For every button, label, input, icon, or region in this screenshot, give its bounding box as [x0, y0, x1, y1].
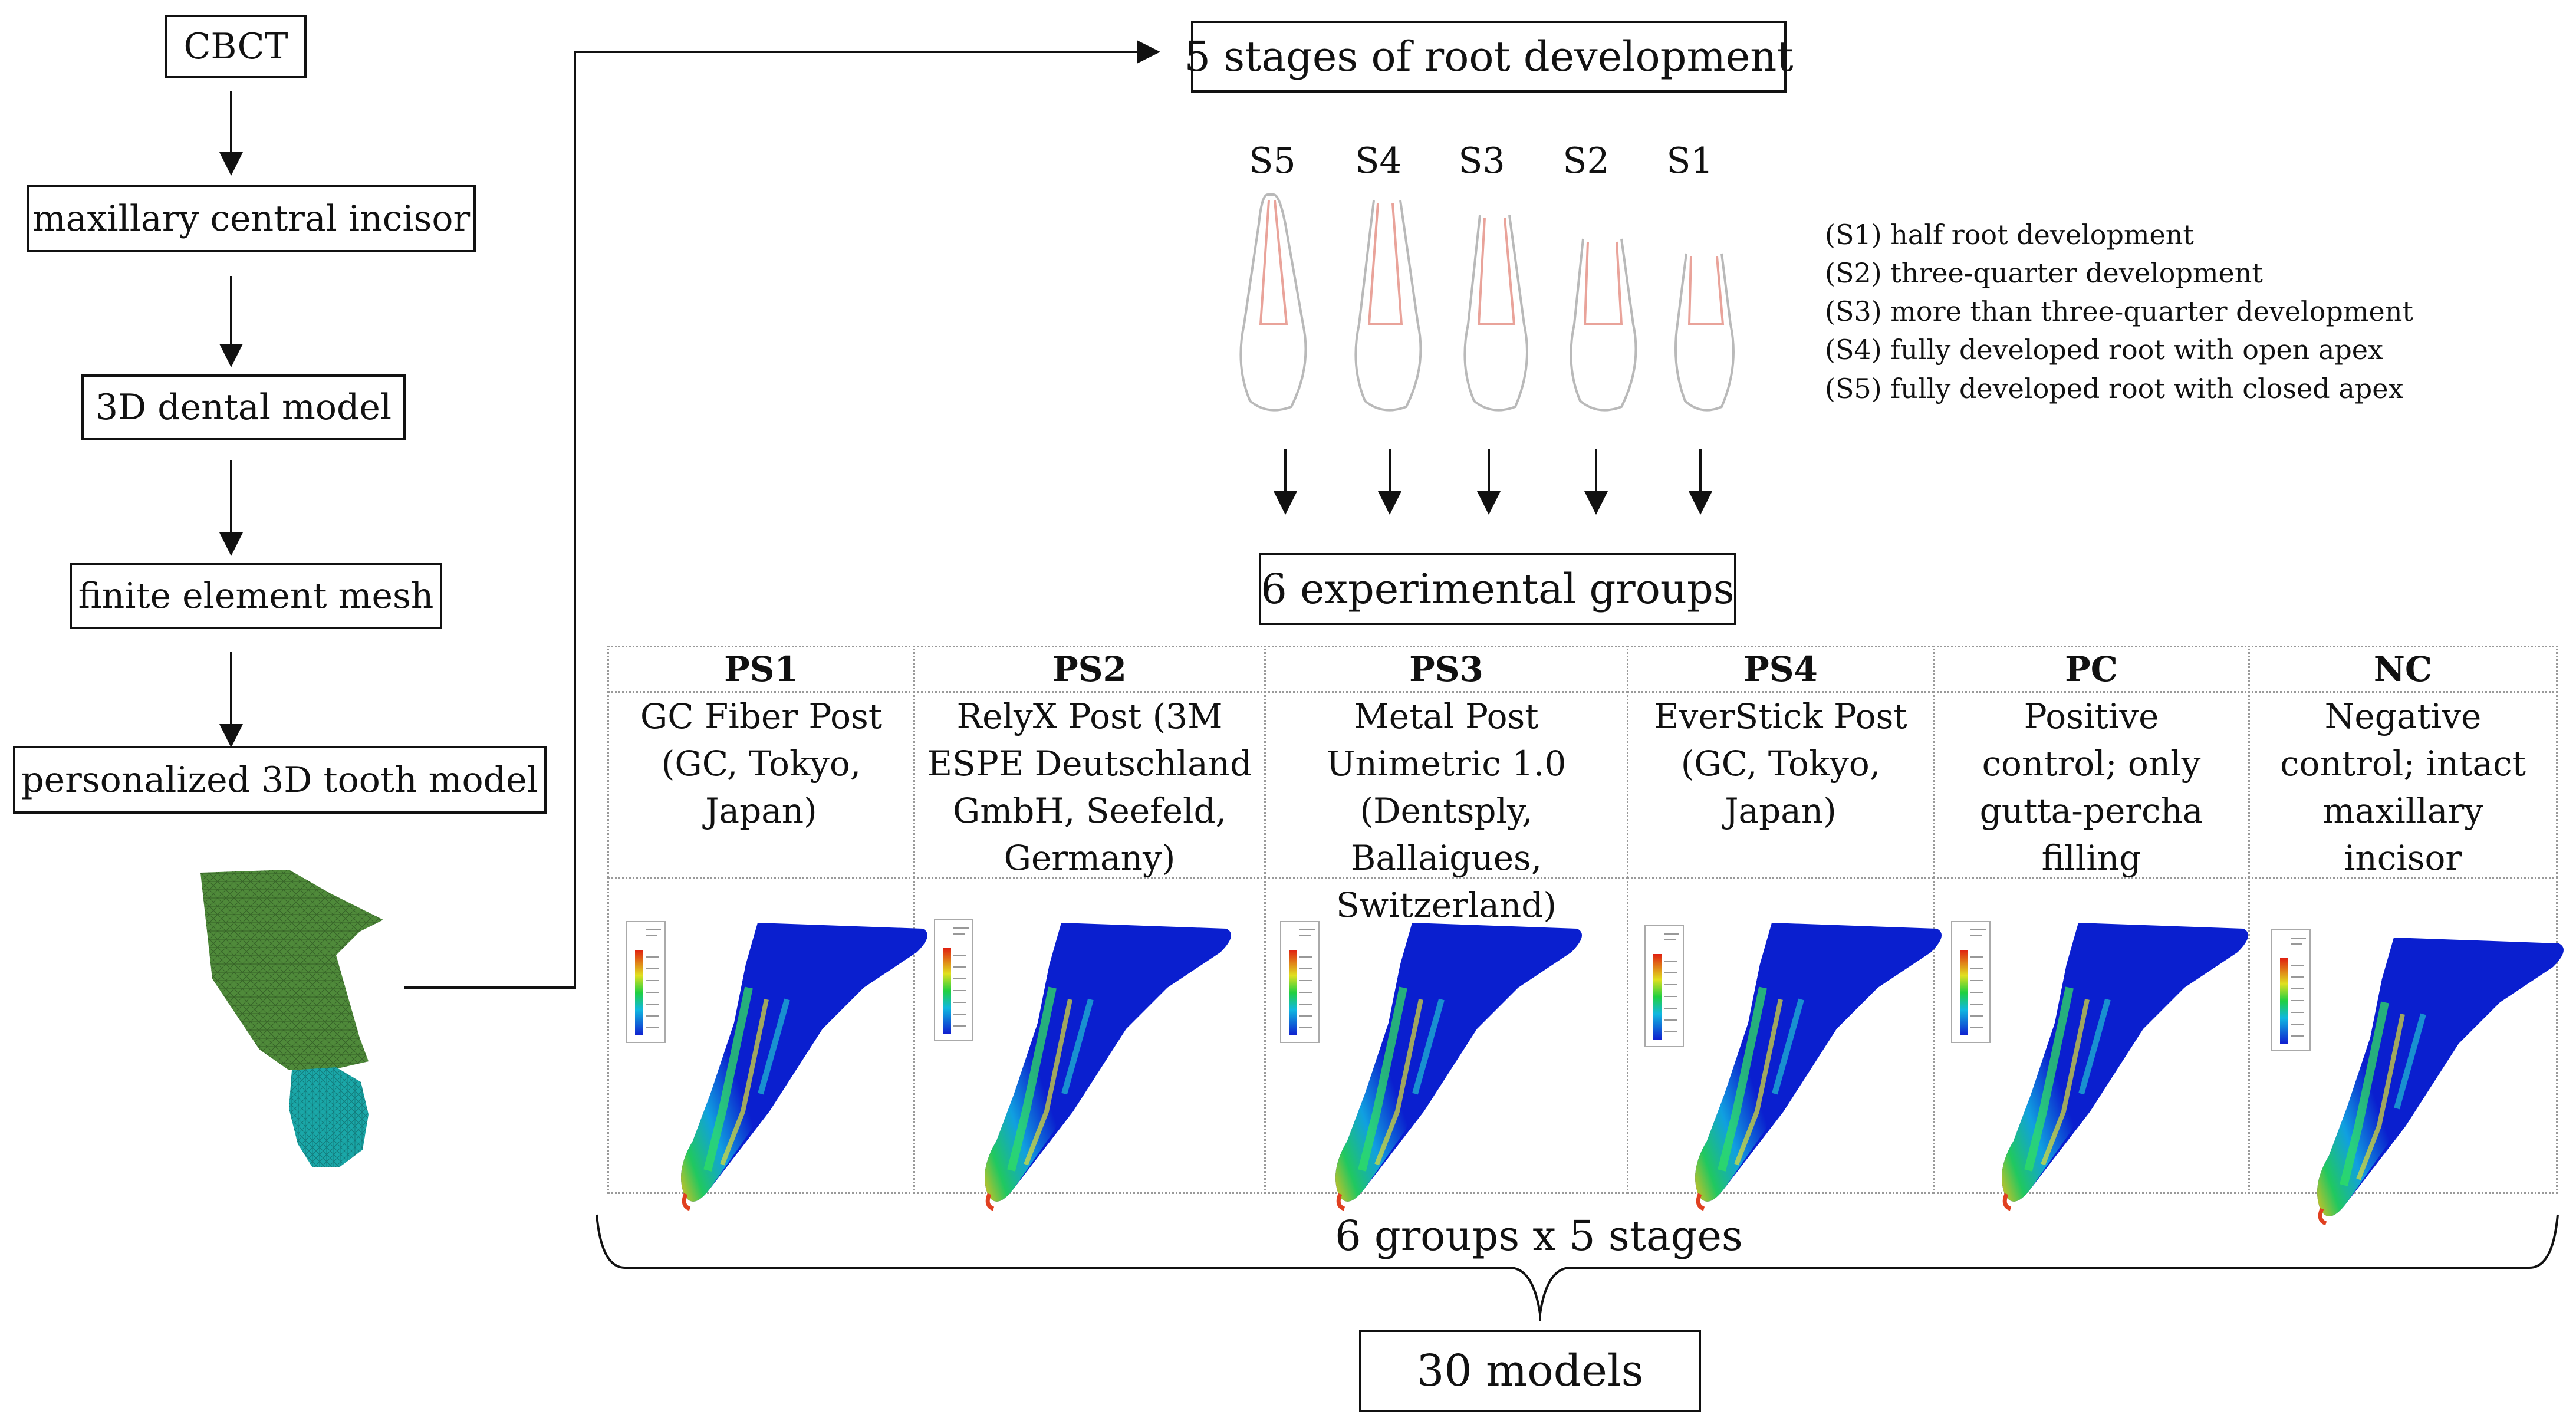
tooth-outline-s1: [1674, 253, 1735, 412]
tooth-mesh-illustration: [200, 870, 383, 1167]
groups-by-stages-caption: 6 groups x 5 stages: [1335, 1212, 1743, 1260]
pipeline-step-cbct: CBCT: [165, 15, 307, 78]
fea-cell-nc: [2248, 877, 2558, 1194]
fea-image-nc: [2271, 929, 2564, 1223]
stage-label-s2: S2: [1562, 140, 1610, 182]
tooth-outline-s3: [1463, 215, 1528, 412]
tooth-outline-s5: [1239, 193, 1307, 412]
root-stage-tooth-outlines: [1239, 193, 1735, 412]
tooth-outline-s4: [1354, 200, 1422, 412]
stage-label-s4: S4: [1355, 140, 1402, 182]
fea-image-ps3: [1280, 922, 1582, 1209]
stage-description-s4: (S4) fully developed root with open apex: [1825, 334, 2383, 366]
total-models-box: 30 models: [1359, 1330, 1701, 1412]
stage-label-s5: S5: [1249, 140, 1296, 182]
arrow-model-to-stages: [404, 40, 1160, 989]
group-desc-pc: Positive control; only gutta-percha fill…: [1933, 691, 2250, 879]
fea-image-ps2: [934, 920, 1231, 1209]
fea-image-pc: [1951, 922, 2248, 1209]
stage-description-s1: (S1) half root development: [1825, 219, 2194, 251]
group-desc-ps1: GC Fiber Post (GC, Tokyo, Japan): [607, 691, 915, 879]
stage-label-s1: S1: [1666, 140, 1713, 182]
fea-image-ps1: [626, 922, 927, 1209]
stage-description-s3: (S3) more than three-quarter development: [1825, 295, 2413, 327]
group-desc-nc: Negative control; intact maxillary incis…: [2248, 691, 2558, 879]
pipeline-step-personalized: personalized 3D tooth model: [13, 746, 547, 814]
stages-title-box: 5 stages of root development: [1185, 21, 1794, 93]
pipeline-step-fe-mesh: finite element mesh: [70, 563, 442, 629]
stage-description-s2: (S2) three-quarter development: [1825, 257, 2263, 289]
group-desc-ps4: EverStick Post (GC, Tokyo, Japan): [1627, 691, 1935, 879]
fea-image-ps4: [1644, 923, 1942, 1209]
stage-label-s3: S3: [1458, 140, 1505, 182]
pipeline-step-3d-model: 3D dental model: [81, 374, 406, 440]
groups-title-box: 6 experimental groups: [1259, 553, 1736, 625]
stage-description-s5: (S5) fully developed root with closed ap…: [1825, 373, 2404, 404]
tooth-outline-s2: [1570, 238, 1637, 412]
group-desc-ps3: Metal Post Unimetric 1.0 (Dentsply, Ball…: [1264, 691, 1628, 925]
pipeline-step-incisor: maxillary central incisor: [27, 185, 476, 252]
